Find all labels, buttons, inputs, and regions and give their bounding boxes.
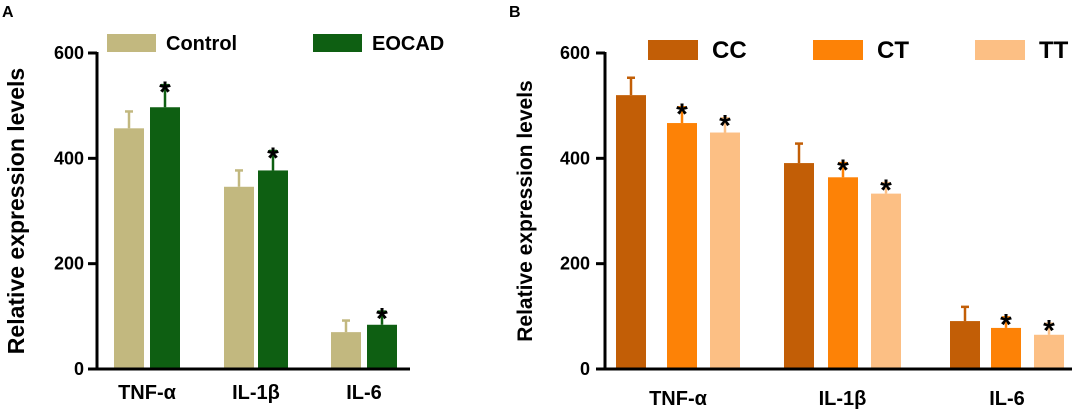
y-tick-label: 600 <box>54 43 84 63</box>
x-tick-label: IL-6 <box>346 382 382 404</box>
significance-marker: * <box>267 142 279 175</box>
x-tick-label: IL-1β <box>819 388 867 410</box>
bar-eocad-2 <box>367 324 397 368</box>
significance-marker: * <box>837 154 849 187</box>
y-tick-label: 0 <box>580 359 590 379</box>
legend-label-cc: CC <box>712 37 747 64</box>
x-tick-label: TNF-α <box>118 382 177 404</box>
significance-marker: * <box>1000 308 1012 341</box>
x-tick-label: IL-1β <box>232 382 280 404</box>
y-tick-label: 400 <box>560 148 590 168</box>
bar-tt-2 <box>1034 334 1064 368</box>
legend-label-eocad: EOCAD <box>372 33 444 55</box>
legend-swatch-tt <box>975 40 1025 60</box>
bar-control-0 <box>114 128 144 368</box>
bar-eocad-0 <box>150 107 180 368</box>
y-axis-title: Relative expression levels <box>3 68 29 354</box>
bar-tt-0 <box>710 132 740 368</box>
significance-marker: * <box>376 303 388 336</box>
bar-cc-1 <box>784 163 814 368</box>
significance-marker: * <box>719 109 731 142</box>
panel-label: A <box>2 4 14 21</box>
x-tick-label: IL-6 <box>989 388 1025 410</box>
legend-label-tt: TT <box>1039 37 1069 64</box>
significance-marker: * <box>1043 315 1055 348</box>
y-tick-label: 0 <box>74 359 84 379</box>
legend-label-ct: CT <box>877 37 909 64</box>
legend-swatch-eocad <box>313 34 362 52</box>
bar-eocad-1 <box>258 170 288 368</box>
legend-swatch-ct <box>813 40 863 60</box>
significance-marker: * <box>676 98 688 131</box>
bar-ct-1 <box>828 177 858 368</box>
panel-label: B <box>509 4 521 21</box>
bar-cc-0 <box>616 95 646 368</box>
bar-control-2 <box>331 332 361 368</box>
panel-b: B Relative expression levels 0 200 400 600 * * T… <box>509 4 1072 410</box>
significance-marker: * <box>159 76 171 109</box>
bar-ct-2 <box>991 327 1021 368</box>
bar-tt-1 <box>871 193 901 368</box>
x-tick-label: TNF-α <box>649 388 708 410</box>
y-tick-label: 600 <box>560 43 590 63</box>
y-tick-label: 200 <box>560 254 590 274</box>
panel-a: A Relative expression levels 0 200 400 600 * TN… <box>2 4 444 404</box>
significance-marker: * <box>880 174 892 207</box>
bar-cc-2 <box>950 321 980 368</box>
legend-label-control: Control <box>166 33 237 55</box>
legend-swatch-control <box>107 34 156 52</box>
y-tick-label: 400 <box>54 148 84 168</box>
bar-ct-0 <box>667 123 697 368</box>
bar-control-1 <box>224 186 254 368</box>
y-axis-title: Relative expression levels <box>514 80 537 342</box>
legend-swatch-cc <box>648 40 698 60</box>
y-tick-label: 200 <box>54 254 84 274</box>
